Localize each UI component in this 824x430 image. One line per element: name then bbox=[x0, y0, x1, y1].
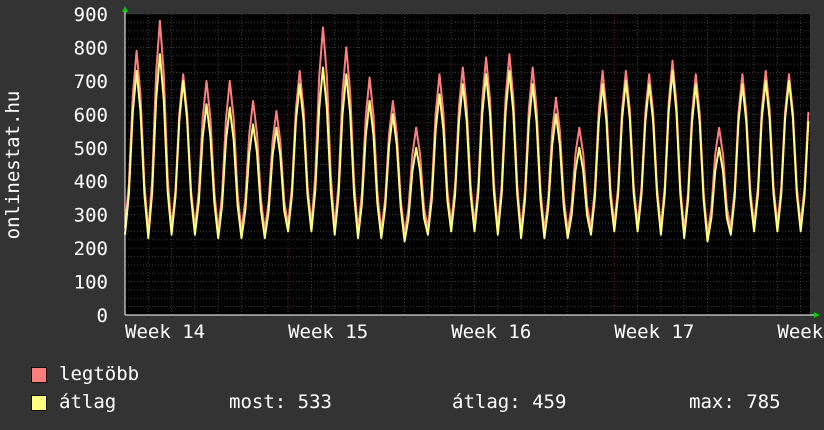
y-tick-label: 300 bbox=[74, 205, 108, 227]
stat-maximum: max: 785 bbox=[689, 391, 781, 413]
x-axis-arrow bbox=[814, 312, 820, 318]
legend-label-avg: átlag bbox=[59, 391, 117, 413]
y-tick-label: 400 bbox=[74, 171, 108, 193]
stat-current: most: 533 bbox=[229, 391, 332, 413]
y-tick-label: 600 bbox=[74, 104, 108, 126]
y-tick-label: 500 bbox=[74, 138, 108, 160]
legend-label-max: legtöbb bbox=[59, 363, 140, 385]
x-tick-label: Week 16 bbox=[451, 321, 531, 343]
x-tick-label: Week 15 bbox=[288, 321, 368, 343]
series-line-avg bbox=[124, 53, 810, 243]
legend-swatch-max bbox=[31, 367, 47, 383]
chart: 0 100 200 300 400 500 600 700 800 900 Week 14 Week … bbox=[2, 4, 824, 343]
y-tick-label: 200 bbox=[74, 238, 108, 260]
y-tick-label: 900 bbox=[74, 4, 108, 26]
x-tick-label: Week 14 bbox=[125, 321, 205, 343]
y-tick-label: 0 bbox=[97, 305, 108, 327]
stat-average: átlag: 459 bbox=[452, 391, 567, 413]
y-axis-label: onlinestat.hu bbox=[2, 91, 24, 240]
legend-swatch-avg bbox=[31, 395, 47, 411]
x-tick-label: Week 1 bbox=[777, 321, 824, 343]
y-tick-label: 700 bbox=[74, 71, 108, 93]
x-tick-label: Week 17 bbox=[614, 321, 694, 343]
y-tick-label: 100 bbox=[74, 272, 108, 294]
y-axis-arrow bbox=[122, 6, 128, 12]
y-tick-label: 800 bbox=[74, 37, 108, 59]
